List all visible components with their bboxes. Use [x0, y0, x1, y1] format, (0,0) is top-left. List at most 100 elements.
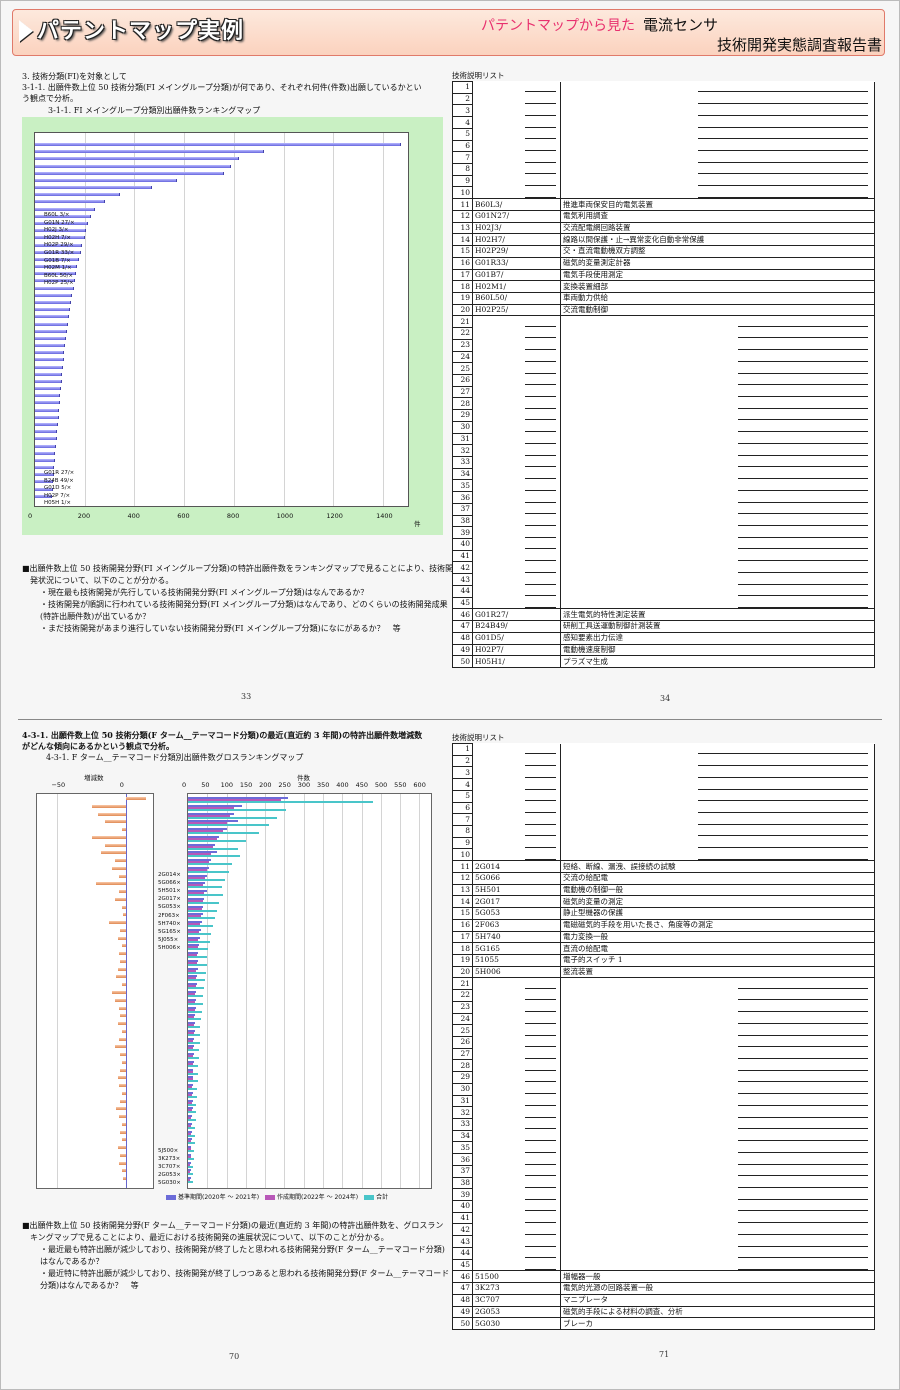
chart2-right-x-tick: 150	[239, 781, 253, 789]
tech-code-cell: 3C707	[472, 1293, 561, 1307]
blank-code-line	[525, 847, 556, 849]
table-row: 6	[452, 801, 875, 815]
tech-code-cell	[472, 374, 561, 387]
tech-code-cell	[472, 409, 561, 422]
chart2-change-bar	[120, 1068, 126, 1072]
blank-desc-line	[738, 999, 868, 1001]
chart1-bar	[35, 430, 58, 434]
blank-desc-line	[738, 524, 868, 526]
tech-code-cell: 51500	[472, 1270, 561, 1284]
report-header: パテントマップ実例 パテントマップから見た 電流センサ 技術開発実態調査報告書	[12, 9, 885, 56]
tech-code-cell	[472, 790, 561, 803]
row-number: 24	[452, 1012, 473, 1026]
row-number: 3	[452, 766, 473, 780]
table-row: 16 2F063 電磁磁気的手段を用いた長さ、角度等の測定	[452, 918, 875, 932]
chart2-base-period-bar	[188, 1053, 194, 1056]
tech-description-cell	[560, 1095, 875, 1107]
chart2-y-label: 3C707×	[158, 1164, 181, 1171]
tech-code-cell	[472, 81, 561, 94]
tech-description-cell: 交流配電網回路装置	[560, 221, 875, 235]
blank-desc-line	[698, 126, 868, 128]
row-number: 31	[452, 1094, 473, 1108]
tech-description-cell	[560, 802, 875, 814]
chart2-change-bar	[122, 913, 126, 917]
tech-description-cell	[560, 81, 875, 94]
tech-code-cell	[472, 479, 561, 492]
blank-code-line	[525, 1116, 556, 1118]
chart2-total-bar	[188, 839, 246, 842]
chart2-gridline	[419, 794, 421, 1188]
chart2-count-panel	[187, 793, 432, 1189]
blank-code-line	[525, 91, 556, 93]
row-number: 40	[452, 1200, 473, 1213]
blank-desc-line	[738, 442, 868, 444]
chart1-bar	[35, 473, 54, 477]
table-row: 26	[452, 373, 875, 387]
table-row: 37	[452, 502, 875, 516]
section1-note-line: ・現在最も技術開発が先行している技術開発分野(FI メイングループ分類)はなんで…	[40, 588, 369, 597]
row-number: 5	[452, 789, 473, 803]
row-number: 43	[452, 1235, 473, 1248]
chart2-total-bar	[188, 1057, 199, 1060]
blank-desc-line	[738, 384, 868, 386]
tech-code-cell: B60L50/	[472, 291, 561, 305]
chart2-gridline	[303, 794, 305, 1188]
blank-desc-line	[738, 337, 868, 339]
page-number-71: 71	[659, 1350, 670, 1359]
chart2-right-x-tick: 550	[394, 781, 407, 789]
blank-desc-line	[738, 1081, 868, 1083]
tech-description-cell	[560, 550, 875, 562]
tech-description-cell	[560, 1130, 875, 1142]
table-row: 8	[452, 163, 875, 176]
table-row: 31	[452, 1094, 875, 1108]
row-number: 36	[452, 491, 473, 504]
tech-code-cell	[472, 1223, 561, 1236]
chart1-gridline	[383, 133, 385, 506]
chart1-bar	[35, 272, 77, 276]
chart1-bar	[35, 437, 57, 441]
tech-code-cell: H05H1/	[472, 655, 561, 668]
chart2-change-bar	[120, 1014, 126, 1018]
tech-description-cell	[560, 1188, 875, 1201]
tech-code-cell	[472, 1013, 561, 1025]
chart2-right-x-tick: 0	[182, 781, 187, 789]
row-number: 2	[452, 754, 473, 768]
chart2-change-bar	[121, 1138, 126, 1142]
chart1-gridline	[84, 133, 86, 506]
blank-desc-line	[738, 1058, 868, 1060]
tech-code-cell	[472, 315, 561, 328]
chart2-base-period-bar	[188, 921, 202, 924]
tech-list-table-2: 1 2 3 4 5 6 7 8 9 10 11 2G014 短絡、断線、漏洩、誤接続の試験 12 5G066…	[452, 743, 875, 1330]
legend-label: 作成期間(2022年 ～ 2024年)	[277, 1194, 359, 1201]
table-row: 9	[452, 174, 875, 188]
tech-code-cell: 2F063	[472, 918, 561, 932]
row-number: 45	[452, 1258, 473, 1272]
chart2-recent-period-bar	[188, 1093, 193, 1096]
blank-desc-line	[738, 1069, 868, 1071]
legend-swatch	[364, 1195, 375, 1200]
chart2-change-bar	[114, 859, 126, 863]
chart2-total-bar	[188, 948, 209, 951]
tech-description-cell: 感知要素出力伝達	[560, 631, 875, 645]
chart2-y-label: 5J055×	[158, 936, 179, 943]
tech-code-cell: G01R27/	[472, 608, 561, 622]
chart2-total-bar	[188, 940, 210, 943]
chart2-change-bar	[121, 1091, 126, 1095]
tech-code-cell	[472, 977, 561, 990]
chart2-recent-period-bar	[188, 1055, 193, 1058]
blank-desc-line	[738, 536, 868, 538]
chart2-recent-period-bar	[188, 1101, 192, 1104]
tech-description-cell	[560, 339, 875, 352]
row-number: 44	[452, 584, 473, 598]
chart1-y-label: G01R 27/×	[44, 470, 75, 476]
chart2-change-bar	[114, 1045, 126, 1049]
chart1-bar	[35, 157, 239, 161]
blank-code-line	[525, 501, 556, 503]
tech-code-cell	[472, 421, 561, 434]
tech-description-cell	[560, 585, 875, 598]
blank-desc-line	[738, 513, 868, 515]
chart2-base-period-bar	[188, 897, 205, 900]
chart2-total-bar	[188, 808, 287, 811]
tech-code-cell	[472, 327, 561, 340]
play-triangle-icon	[19, 20, 33, 42]
